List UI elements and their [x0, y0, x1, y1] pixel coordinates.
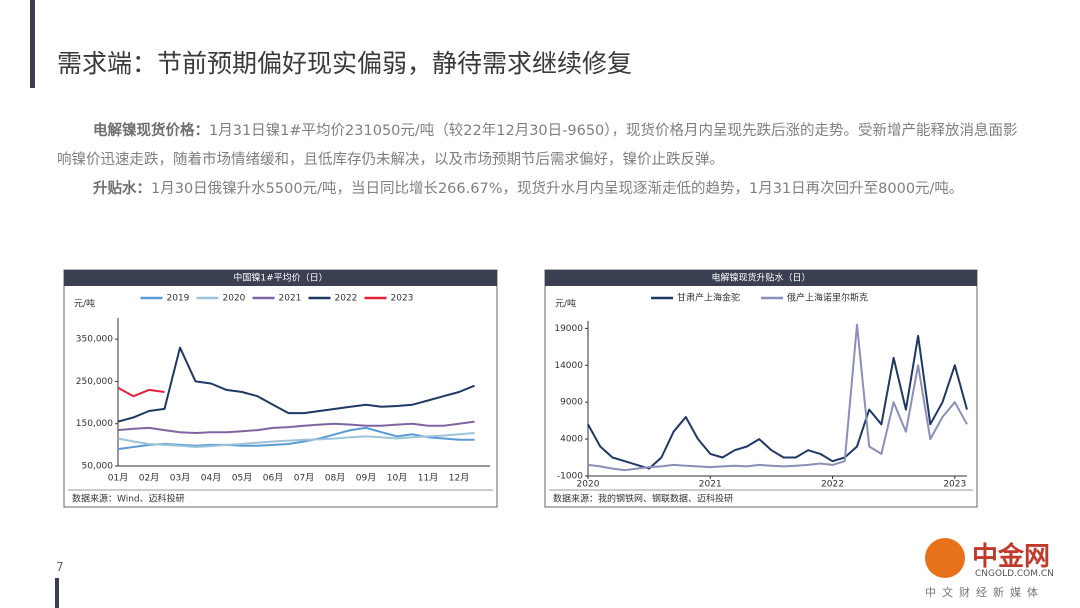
y-tick-label: 50,000: [82, 462, 114, 472]
paragraph: 升贴水：1月30日俄镍升水5500元/吨，当日同比增长266.67%，现货升水月…: [57, 175, 1032, 204]
paragraph: 电解镍现货价格：1月31日镍1#平均价231050元/吨（较22年12月30日-…: [57, 117, 1032, 175]
y-axis-label: 元/吨: [74, 298, 95, 310]
chart-header: [64, 270, 497, 286]
x-tick-label: 06月: [263, 473, 283, 484]
y-tick-label: 9000: [560, 398, 583, 408]
chart-title: 中国镍1#平均价（日）: [233, 272, 327, 284]
page-number: 7: [56, 560, 64, 574]
legend-label: 俄产上海诺里尔斯克: [787, 292, 868, 304]
source-note: 数据来源：我的钢铁网、钢联数据、迈科投研: [553, 493, 733, 505]
series-line: [117, 386, 165, 398]
chart-header: [545, 270, 977, 286]
legend-label: 甘肃产上海金驼: [677, 292, 740, 304]
y-tick-label: 350,000: [76, 335, 113, 345]
chart-frame: [63, 269, 498, 508]
legend-label: 2022: [335, 294, 358, 304]
para-label: 升贴水：: [93, 181, 151, 197]
x-tick-label: 09月: [356, 473, 376, 484]
y-tick-label: 19000: [554, 324, 583, 334]
para-text: 1月31日镍1#平均价231050元/吨（较22年12月30日-9650），现货…: [57, 123, 1018, 168]
chart-frame: [544, 269, 978, 508]
x-tick-label: 02月: [139, 473, 159, 484]
accent-bar: [30, 0, 35, 88]
x-tick-label: 05月: [232, 473, 252, 484]
y-tick-label: 150,000: [76, 419, 113, 429]
slide-title: 需求端：节前预期偏好现实偏弱，静待需求继续修复: [57, 49, 633, 78]
y-tick-label: 14000: [554, 361, 583, 371]
x-tick-label: 01月: [108, 473, 128, 484]
logo-site: CNGOLD.COM.CN: [975, 569, 1054, 579]
para-text: 1月30日俄镍升水5500元/吨，当日同比增长266.67%，现货升水月内呈现逐…: [151, 181, 964, 197]
x-tick-label: 07月: [294, 473, 314, 484]
x-tick-label: 2020: [577, 480, 600, 490]
x-tick-label: 2023: [943, 480, 966, 490]
y-tick-label: 250,000: [76, 377, 113, 387]
series-line: [117, 420, 475, 434]
x-tick-label: 10月: [387, 473, 407, 484]
y-tick-label: 4000: [560, 435, 583, 445]
source-note: 数据来源：Wind、迈科投研: [72, 493, 185, 505]
legend-label: 2023: [391, 294, 414, 304]
x-tick-label: 2021: [699, 480, 722, 490]
accent-bar: [55, 578, 59, 608]
x-tick-label: 2022: [821, 480, 844, 490]
x-tick-label: 04月: [201, 473, 221, 484]
series-line: [117, 346, 475, 423]
logo-icon: [925, 538, 965, 578]
x-tick-label: 08月: [325, 473, 345, 484]
x-tick-label: 12月: [449, 473, 469, 484]
x-tick-label: 11月: [418, 473, 438, 484]
y-tick-label: -1000: [557, 472, 583, 482]
x-tick-label: 03月: [170, 473, 190, 484]
logo-name: 中金网: [972, 542, 1051, 572]
legend-label: 2021: [279, 294, 302, 304]
series-line: [587, 323, 968, 472]
logo-slogan: 中文财经新媒体: [925, 586, 1044, 599]
chart-title: 电解镍现货升贴水（日）: [711, 272, 810, 284]
para-label: 电解镍现货价格：: [93, 123, 209, 139]
y-axis-label: 元/吨: [555, 298, 576, 310]
series-line: [117, 432, 475, 448]
legend-label: 2020: [223, 294, 246, 304]
legend-label: 2019: [167, 294, 190, 304]
